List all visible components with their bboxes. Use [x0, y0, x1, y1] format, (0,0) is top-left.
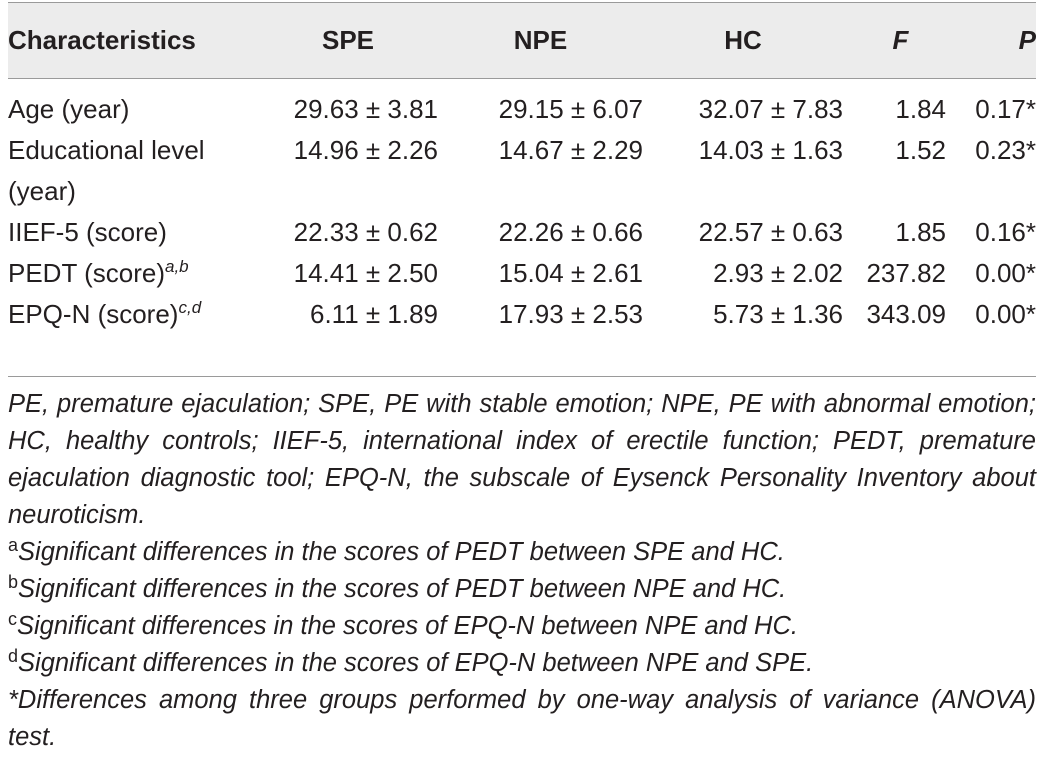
cell-hc: 2.93 ± 2.02 [713, 258, 843, 288]
table-header-row: Characteristics SPE NPE HC F P [8, 2, 1036, 79]
header-npe: NPE [438, 2, 643, 79]
footnote-mark: b [8, 572, 19, 592]
footnote-marker: c,d [178, 298, 202, 317]
table-bottom-rule [8, 376, 1036, 377]
abbreviations-note: PE, premature ejaculation; SPE, PE with … [8, 390, 1036, 529]
row-label: EPQ-N (score)c,d [8, 298, 202, 329]
footnote-asterisk: *Differences among three groups performe… [8, 686, 1036, 751]
cell-npe: 22.26 ± 0.66 [498, 217, 643, 247]
cell-spe: 14.96 ± 2.26 [293, 135, 438, 165]
cell-hc: 5.73 ± 1.36 [713, 299, 843, 329]
cell-p: 0.23* [975, 135, 1036, 165]
cell-npe: 17.93 ± 2.53 [498, 299, 643, 329]
cell-hc: 32.07 ± 7.83 [698, 94, 843, 124]
row-label: Age (year) [8, 94, 130, 124]
cell-p: 0.17* [975, 94, 1036, 124]
cell-npe: 15.04 ± 2.61 [498, 258, 643, 288]
footnote-mark: d [8, 646, 19, 666]
footnote-mark: c [8, 609, 17, 629]
cell-f: 237.82 [866, 258, 946, 288]
table-row: Educational level (year) 14.96 ± 2.26 14… [8, 130, 1036, 212]
cell-npe: 14.67 ± 2.29 [498, 135, 643, 165]
table-footnotes: PE, premature ejaculation; SPE, PE with … [8, 386, 1036, 756]
cell-spe: 6.11 ± 1.89 [310, 299, 438, 329]
cell-p: 0.00* [975, 258, 1036, 288]
footnote-b: bSignificant differences in the scores o… [8, 572, 787, 603]
header-p: P [958, 2, 1036, 79]
footnote-d: dSignificant differences in the scores o… [8, 646, 814, 677]
cell-f: 1.52 [895, 135, 946, 165]
cell-spe: 14.41 ± 2.50 [293, 258, 438, 288]
cell-p: 0.16* [975, 217, 1036, 247]
table-row: PEDT (score)a,b 14.41 ± 2.50 15.04 ± 2.6… [8, 253, 1036, 294]
footnote-marker: a,b [165, 257, 189, 276]
table-row: IIEF-5 (score) 22.33 ± 0.62 22.26 ± 0.66… [8, 212, 1036, 253]
footnote-mark: a [8, 535, 19, 555]
table-row: EPQ-N (score)c,d 6.11 ± 1.89 17.93 ± 2.5… [8, 294, 1036, 341]
header-characteristics: Characteristics [8, 2, 258, 79]
cell-f: 343.09 [866, 299, 946, 329]
header-hc: HC [643, 2, 843, 79]
header-spe: SPE [258, 2, 438, 79]
row-label: Educational level (year) [8, 135, 205, 206]
cell-spe: 22.33 ± 0.62 [293, 217, 438, 247]
header-f: F [843, 2, 958, 79]
characteristics-table: Characteristics SPE NPE HC F P Age (year… [8, 2, 1036, 341]
cell-p: 0.00* [975, 299, 1036, 329]
table-row: Age (year) 29.63 ± 3.81 29.15 ± 6.07 32.… [8, 79, 1036, 131]
cell-f: 1.84 [895, 94, 946, 124]
cell-hc: 22.57 ± 0.63 [698, 217, 843, 247]
footnote-c: cSignificant differences in the scores o… [8, 609, 798, 640]
cell-f: 1.85 [895, 217, 946, 247]
row-label: PEDT (score)a,b [8, 257, 189, 288]
footnote-a: aSignificant differences in the scores o… [8, 535, 785, 566]
cell-spe: 29.63 ± 3.81 [293, 94, 438, 124]
cell-npe: 29.15 ± 6.07 [498, 94, 643, 124]
row-label: IIEF-5 (score) [8, 217, 167, 247]
cell-hc: 14.03 ± 1.63 [698, 135, 843, 165]
